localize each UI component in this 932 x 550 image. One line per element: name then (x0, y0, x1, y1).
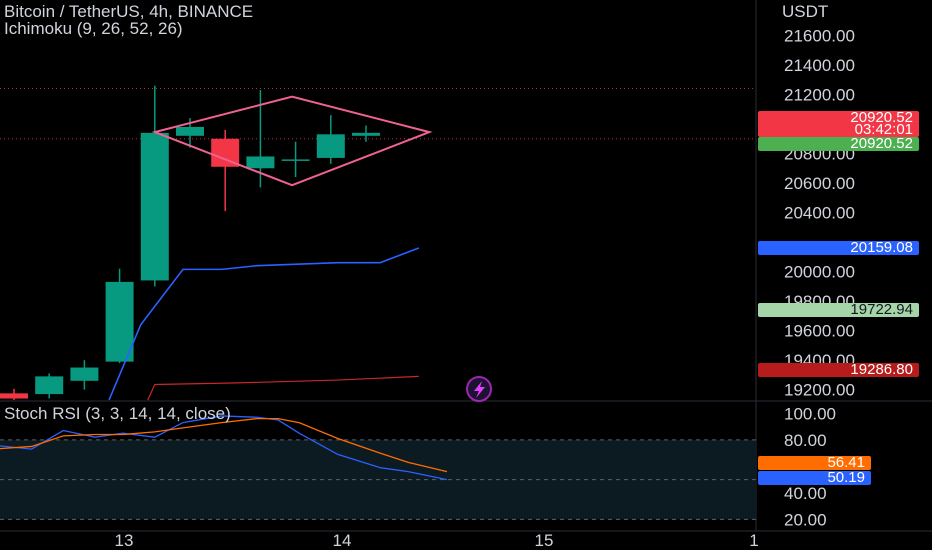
stoch-series-d (0, 417, 448, 473)
candle-body (105, 281, 134, 362)
candle-body (176, 126, 204, 136)
lightning-icon (466, 376, 492, 402)
time-tick-label: 13 (115, 531, 134, 550)
ichimoku-red-line (147, 375, 419, 401)
price-tick-label: 19200.00 (784, 381, 855, 400)
candle-body (352, 132, 380, 136)
currency-label: USDT (782, 2, 828, 21)
last-price-green-value: 20920.52 (850, 135, 913, 152)
stoch-tick-label: 20.00 (784, 510, 827, 529)
symbol-title[interactable]: Bitcoin / TetherUS, 4h, BINANCE (4, 2, 254, 21)
ichimoku-blue-value: 20159.08 (850, 239, 913, 256)
candle-body (70, 367, 99, 381)
light-green-tag: 19722.94 (758, 301, 919, 318)
ichimoku-blue-line (108, 247, 420, 401)
ichimoku-red-value: 19286.80 (850, 361, 913, 378)
price-tick-label: 20000.00 (784, 263, 855, 282)
candle-body (281, 159, 310, 161)
time-tick-label: 15 (535, 531, 554, 550)
ichimoku-legend[interactable]: Ichimoku (9, 26, 52, 26) (4, 19, 183, 38)
stoch-series-k (0, 415, 448, 481)
stoch-k-tag: 56.41 (758, 454, 871, 471)
last-price-green-tag: 20920.52 (758, 135, 919, 152)
price-tick-label: 21400.00 (784, 56, 855, 75)
stoch-d-tag: 50.19 (758, 469, 871, 486)
light-green-value: 19722.94 (850, 301, 913, 318)
candle-body (35, 376, 64, 395)
lightning-icon-bolt (474, 381, 485, 398)
candle-body (316, 134, 345, 158)
time-tick-label: 1 (749, 531, 758, 550)
candle-body (140, 132, 169, 281)
stoch-rsi-layer[interactable] (0, 415, 448, 481)
price-tick-label: 20400.00 (784, 204, 855, 223)
last-price-value: 20920.52 (850, 109, 913, 126)
grid-layer (0, 0, 932, 532)
time-axis[interactable]: 13 14 15 1 (115, 531, 759, 550)
countdown-tag: 03:42:01 (758, 121, 919, 138)
time-tick-label: 14 (333, 531, 352, 550)
ichimoku-red-tag: 19286.80 (758, 361, 919, 378)
stoch-tick-label: 40.00 (784, 484, 827, 503)
last-price-tag: 20920.52 (758, 109, 919, 126)
stoch-k-value: 56.41 (827, 454, 865, 471)
price-tick-label: 21200.00 (784, 85, 855, 104)
candle-body (0, 393, 28, 399)
price-tick-label: 19600.00 (784, 322, 855, 341)
stoch-d-value: 50.19 (827, 469, 865, 486)
candle-body (246, 156, 275, 169)
stoch-rsi-legend[interactable]: Stoch RSI (3, 3, 14, 14, close) (4, 404, 231, 423)
countdown-value: 03:42:01 (854, 121, 913, 138)
price-axis[interactable]: 21600.0021400.0021200.0020800.0020600.00… (782, 2, 855, 529)
stoch-tick-label: 100.00 (784, 404, 836, 423)
price-tick-label: 20600.00 (784, 174, 855, 193)
candlestick-layer[interactable] (0, 85, 492, 402)
price-tick-label: 21600.00 (784, 26, 855, 45)
ichimoku-blue-tag: 20159.08 (758, 239, 919, 256)
diamond-pattern (151, 95, 433, 187)
stoch-tick-label: 80.00 (784, 431, 827, 450)
